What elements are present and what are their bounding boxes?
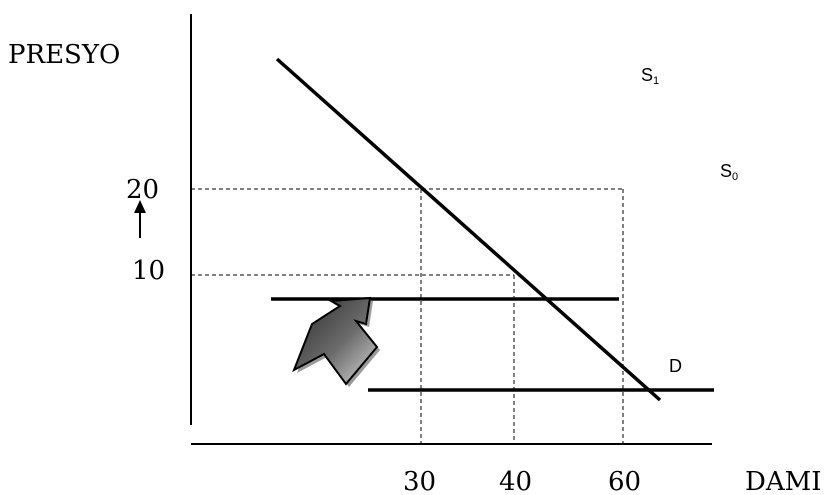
x-tick-60: 60 bbox=[608, 467, 641, 495]
y-axis-label: PRESYO bbox=[8, 40, 120, 70]
d-label: D bbox=[669, 356, 682, 376]
arrow-up-icon bbox=[134, 200, 146, 238]
x-axis-label: DAMI bbox=[745, 467, 822, 495]
s1-label: S1 bbox=[641, 65, 659, 87]
thick-curved-arrow-icon bbox=[292, 296, 380, 387]
y-tick-20: 20 bbox=[126, 175, 159, 205]
x-tick-40: 40 bbox=[499, 467, 532, 495]
demand-curve bbox=[275, 57, 662, 402]
x-tick-30: 30 bbox=[403, 467, 436, 495]
s0-label: S0 bbox=[720, 161, 738, 183]
y-tick-10: 10 bbox=[132, 256, 165, 286]
